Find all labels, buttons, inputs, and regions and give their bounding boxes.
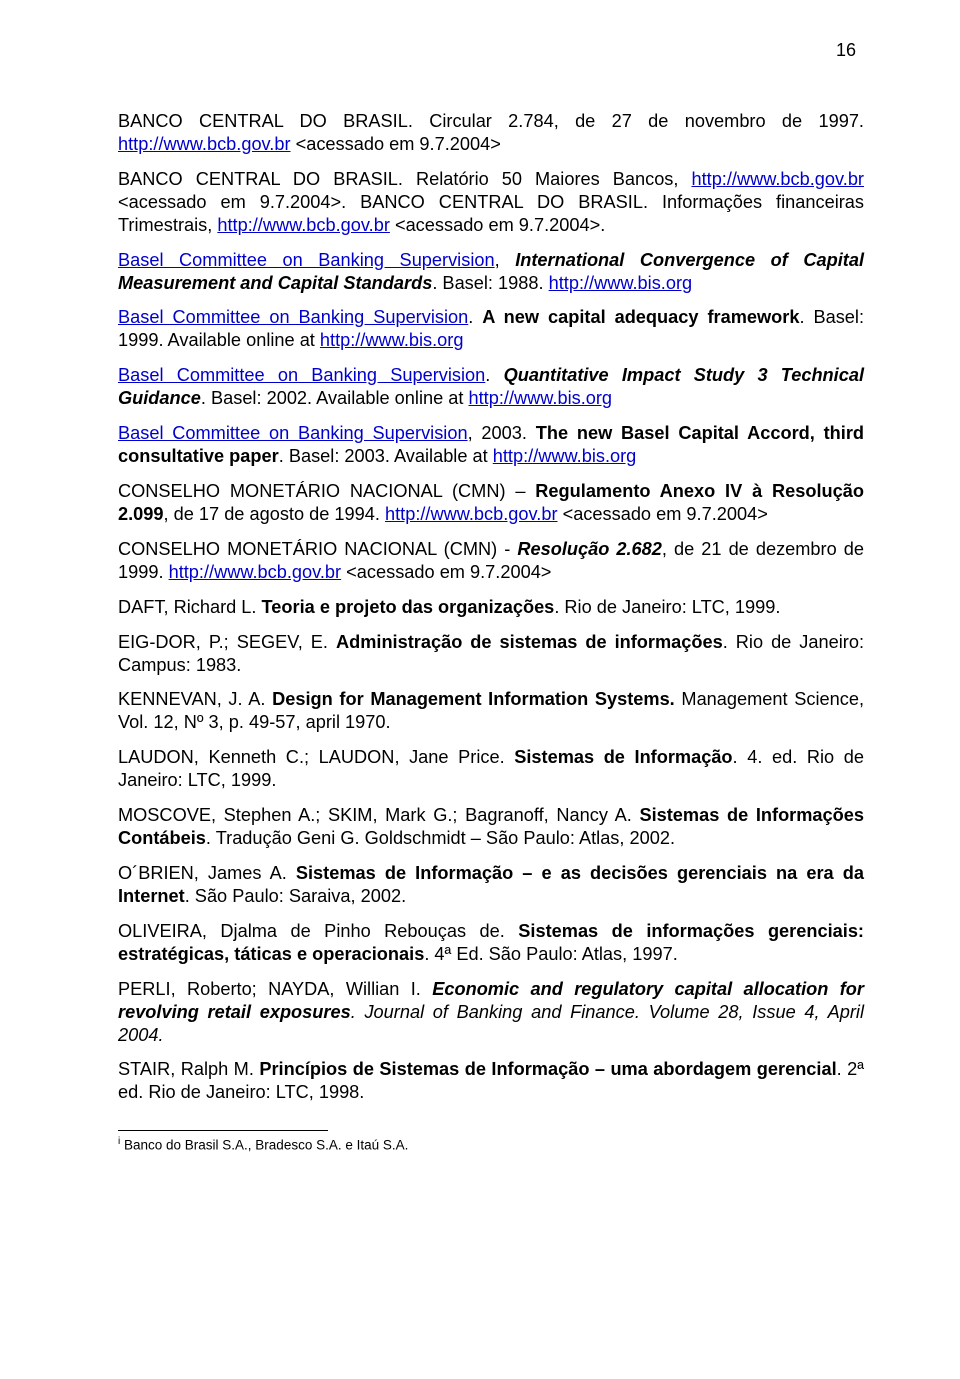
ref-text: . Basel: 1988. — [432, 273, 548, 293]
ref-text: . São Paulo: Saraiva, 2002. — [185, 886, 406, 906]
ref-text: . Tradução Geni G. Goldschmidt – São Pau… — [206, 828, 675, 848]
reference-item: BANCO CENTRAL DO BRASIL. Relatório 50 Ma… — [118, 168, 864, 237]
reference-item: Basel Committee on Banking Supervision. … — [118, 306, 864, 352]
footnote-separator — [118, 1130, 328, 1131]
reference-item: OLIVEIRA, Djalma de Pinho Rebouças de. S… — [118, 920, 864, 966]
reference-item: Basel Committee on Banking Supervision, … — [118, 249, 864, 295]
ref-text: OLIVEIRA, Djalma de Pinho Rebouças de. — [118, 921, 518, 941]
ref-text: O´BRIEN, James A. — [118, 863, 296, 883]
ref-text: PERLI, Roberto; NAYDA, Willian I. — [118, 979, 432, 999]
ref-text: <acessado em 9.7.2004> — [341, 562, 551, 582]
ref-link[interactable]: http://www.bis.org — [493, 446, 637, 466]
ref-text: , 2003. — [468, 423, 536, 443]
ref-link[interactable]: http://www.bcb.gov.br — [169, 562, 342, 582]
reference-item: DAFT, Richard L. Teoria e projeto das or… — [118, 596, 864, 619]
reference-item: STAIR, Ralph M. Princípios de Sistemas d… — [118, 1058, 864, 1104]
page-number: 16 — [836, 40, 856, 61]
reference-item: MOSCOVE, Stephen A.; SKIM, Mark G.; Bagr… — [118, 804, 864, 850]
ref-text: BANCO CENTRAL DO BRASIL. Circular 2.784,… — [118, 111, 864, 131]
reference-item: Basel Committee on Banking Supervision . … — [118, 364, 864, 410]
ref-text: . Basel: 2002. Available online at — [201, 388, 469, 408]
ref-title: Princípios de Sistemas de Informação – u… — [259, 1059, 836, 1079]
ref-link[interactable]: http://www.bis.org — [549, 273, 693, 293]
ref-link[interactable]: Basel Committee on Banking Supervision — [118, 365, 485, 385]
ref-text: LAUDON, Kenneth C.; LAUDON, Jane Price. — [118, 747, 514, 767]
ref-text: . 4ª Ed. São Paulo: Atlas, 1997. — [424, 944, 677, 964]
ref-link[interactable]: Basel Committee on Banking Supervision — [118, 423, 468, 443]
ref-link[interactable]: Basel Committee on Banking Supervision — [118, 250, 495, 270]
ref-text: DAFT, Richard L. — [118, 597, 262, 617]
ref-title: Resolução 2.682 — [517, 539, 662, 559]
ref-text: <acessado em 9.7.2004>. — [390, 215, 605, 235]
ref-text: , — [495, 250, 516, 270]
ref-link[interactable]: http://www.bis.org — [320, 330, 464, 350]
reference-item: EIG-DOR, P.; SEGEV, E. Administração de … — [118, 631, 864, 677]
ref-text: <acessado em 9.7.2004> — [291, 134, 501, 154]
ref-text: CONSELHO MONETÁRIO NACIONAL (CMN) – — [118, 481, 535, 501]
ref-title: Design for Management Information System… — [272, 689, 675, 709]
ref-title: A new capital adequacy framework — [482, 307, 799, 327]
ref-link[interactable]: http://www.bis.org — [469, 388, 613, 408]
ref-link[interactable]: http://www.bcb.gov.br — [691, 169, 864, 189]
ref-text: . — [485, 365, 503, 385]
footnote-text: Banco do Brasil S.A., Bradesco S.A. e It… — [120, 1138, 408, 1153]
ref-link[interactable]: Basel Committee on Banking Supervision — [118, 307, 468, 327]
footnote: i Banco do Brasil S.A., Bradesco S.A. e … — [118, 1135, 864, 1154]
ref-title: Sistemas de Informação — [514, 747, 732, 767]
reference-item: PERLI, Roberto; NAYDA, Willian I. Econom… — [118, 978, 864, 1047]
reference-item: CONSELHO MONETÁRIO NACIONAL (CMN) – Regu… — [118, 480, 864, 526]
ref-link[interactable]: http://www.bcb.gov.br — [385, 504, 558, 524]
ref-text: . Rio de Janeiro: LTC, 1999. — [554, 597, 780, 617]
ref-text: CONSELHO MONETÁRIO NACIONAL (CMN) - — [118, 539, 517, 559]
reference-item: Basel Committee on Banking Supervision, … — [118, 422, 864, 468]
reference-item: LAUDON, Kenneth C.; LAUDON, Jane Price. … — [118, 746, 864, 792]
ref-text: MOSCOVE, Stephen A.; SKIM, Mark G.; Bagr… — [118, 805, 639, 825]
document-page: 16 BANCO CENTRAL DO BRASIL. Circular 2.7… — [0, 0, 960, 1379]
ref-title: Teoria e projeto das organizações — [262, 597, 555, 617]
reference-item: CONSELHO MONETÁRIO NACIONAL (CMN) - Reso… — [118, 538, 864, 584]
ref-text: BANCO CENTRAL DO BRASIL. Relatório 50 Ma… — [118, 169, 691, 189]
references-content: BANCO CENTRAL DO BRASIL. Circular 2.784,… — [118, 110, 864, 1154]
ref-link[interactable]: http://www.bcb.gov.br — [118, 134, 291, 154]
ref-text: KENNEVAN, J. A. — [118, 689, 272, 709]
reference-item: O´BRIEN, James A. Sistemas de Informação… — [118, 862, 864, 908]
ref-text: STAIR, Ralph M. — [118, 1059, 259, 1079]
ref-text: <acessado em 9.7.2004> — [558, 504, 768, 524]
ref-title: Administração de sistemas de informações — [336, 632, 723, 652]
ref-text: , de 17 de agosto de 1994. — [164, 504, 385, 524]
ref-text: EIG-DOR, P.; SEGEV, E. — [118, 632, 336, 652]
ref-text: . Basel: 2003. Available at — [279, 446, 493, 466]
reference-item: BANCO CENTRAL DO BRASIL. Circular 2.784,… — [118, 110, 864, 156]
ref-link[interactable]: http://www.bcb.gov.br — [217, 215, 390, 235]
reference-item: KENNEVAN, J. A. Design for Management In… — [118, 688, 864, 734]
ref-text: . — [468, 307, 482, 327]
